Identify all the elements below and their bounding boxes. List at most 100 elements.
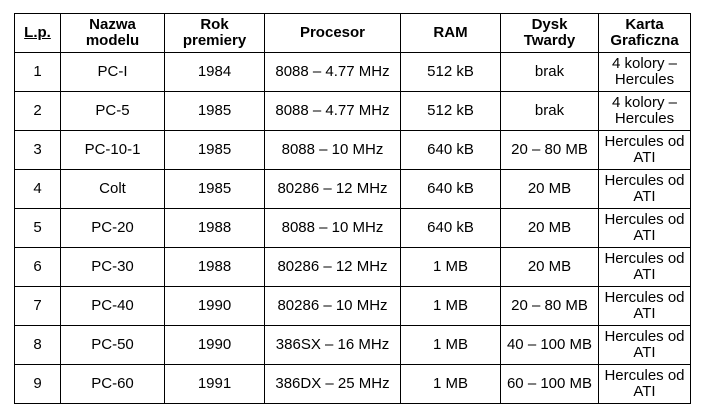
cell-gpu: Hercules od ATI: [598, 130, 691, 170]
cell-lp: 9: [14, 364, 61, 404]
spec-table-container: L.p. Nazwa modelu Rok premiery Procesor …: [14, 13, 691, 404]
cell-model: PC-20: [60, 208, 165, 248]
cell-lp: 8: [14, 325, 61, 365]
table-row: 1 PC-I 1984 8088 – 4.77 MHz 512 kB brak 4 kolo…: [14, 52, 691, 92]
cell-model: PC-5: [60, 91, 165, 131]
cell-cpu: 386DX – 25 MHz: [264, 364, 401, 404]
cell-year: 1988: [164, 247, 265, 287]
header-row: L.p. Nazwa modelu Rok premiery Procesor …: [14, 13, 691, 53]
cell-gpu-line: Hercules: [614, 71, 675, 88]
cell-ram: 1 MB: [400, 286, 501, 326]
cell-model: PC-60: [60, 364, 165, 404]
cell-model: PC-30: [60, 247, 165, 287]
cell-hdd: 20 – 80 MB: [500, 286, 599, 326]
cell-hdd: brak: [500, 52, 599, 92]
cell-hdd: 20 MB: [500, 208, 599, 248]
cell-year: 1991: [164, 364, 265, 404]
cell-gpu-line: ATI: [633, 383, 656, 400]
header-ram-label: RAM: [433, 24, 468, 41]
cell-year: 1985: [164, 91, 265, 131]
cell-ram: 640 kB: [400, 208, 501, 248]
cell-ram: 640 kB: [400, 130, 501, 170]
cell-gpu-line: Hercules od: [604, 367, 685, 384]
header-year: Rok premiery: [164, 13, 265, 53]
header-gpu-line-2: Graficzna: [610, 32, 679, 49]
cell-gpu-line: ATI: [633, 305, 656, 322]
cell-gpu-line: Hercules od: [604, 289, 685, 306]
header-hdd: Dysk Twardy: [500, 13, 599, 53]
cell-model: PC-50: [60, 325, 165, 365]
cell-hdd: 20 MB: [500, 247, 599, 287]
cell-lp: 4: [14, 169, 61, 209]
cell-hdd: brak: [500, 91, 599, 131]
header-gpu-line-1: Karta: [625, 16, 664, 33]
cell-gpu-line: Hercules od: [604, 328, 685, 345]
cell-lp: 5: [14, 208, 61, 248]
cell-ram: 640 kB: [400, 169, 501, 209]
cell-gpu-line: Hercules od: [604, 250, 685, 267]
cell-cpu: 386SX – 16 MHz: [264, 325, 401, 365]
cell-year: 1990: [164, 325, 265, 365]
cell-lp: 7: [14, 286, 61, 326]
cell-year: 1990: [164, 286, 265, 326]
cell-model: PC-10-1: [60, 130, 165, 170]
cell-cpu: 8088 – 4.77 MHz: [264, 91, 401, 131]
header-model: Nazwa modelu: [60, 13, 165, 53]
cell-lp: 1: [14, 52, 61, 92]
cell-ram: 512 kB: [400, 52, 501, 92]
cell-gpu: 4 kolory – Hercules: [598, 91, 691, 131]
table-body: 1 PC-I 1984 8088 – 4.77 MHz 512 kB brak 4 kolo…: [14, 52, 691, 404]
cell-gpu: Hercules od ATI: [598, 325, 691, 365]
cell-lp: 2: [14, 91, 61, 131]
table-header: L.p. Nazwa modelu Rok premiery Procesor …: [14, 13, 691, 53]
cell-ram: 1 MB: [400, 325, 501, 365]
cell-year: 1984: [164, 52, 265, 92]
cell-year: 1985: [164, 130, 265, 170]
cell-cpu: 80286 – 12 MHz: [264, 247, 401, 287]
cell-cpu: 80286 – 10 MHz: [264, 286, 401, 326]
header-lp: L.p.: [14, 13, 61, 53]
cell-gpu-line: ATI: [633, 344, 656, 361]
cell-hdd: 20 – 80 MB: [500, 130, 599, 170]
cell-cpu: 8088 – 4.77 MHz: [264, 52, 401, 92]
table-row: 3 PC-10-1 1985 8088 – 10 MHz 640 kB 20 – 80 M…: [14, 130, 691, 170]
cell-gpu-line: Hercules od: [604, 172, 685, 189]
cell-year: 1985: [164, 169, 265, 209]
cell-gpu-line: ATI: [633, 188, 656, 205]
cell-cpu: 8088 – 10 MHz: [264, 208, 401, 248]
cell-cpu: 80286 – 12 MHz: [264, 169, 401, 209]
cell-gpu-line: ATI: [633, 149, 656, 166]
cell-lp: 6: [14, 247, 61, 287]
cell-gpu-line: Hercules: [614, 110, 675, 127]
header-ram: RAM: [400, 13, 501, 53]
table-row: 2 PC-5 1985 8088 – 4.77 MHz 512 kB brak 4 kolo…: [14, 91, 691, 131]
cell-model: PC-40: [60, 286, 165, 326]
cell-gpu: Hercules od ATI: [598, 286, 691, 326]
header-lp-label: L.p.: [24, 24, 51, 41]
cell-ram: 1 MB: [400, 247, 501, 287]
table-row: 4 Colt 1985 80286 – 12 MHz 640 kB 20 MB Hercul…: [14, 169, 691, 209]
header-gpu: Karta Graficzna: [598, 13, 691, 53]
table-row: 6 PC-30 1988 80286 – 12 MHz 1 MB 20 MB Hercule…: [14, 247, 691, 287]
header-cpu: Procesor: [264, 13, 401, 53]
cell-model: PC-I: [60, 52, 165, 92]
header-hdd-line-2: Twardy: [523, 32, 576, 49]
cell-hdd: 60 – 100 MB: [500, 364, 599, 404]
header-year-line-1: Rok: [200, 16, 229, 33]
header-model-line-2: modelu: [85, 32, 140, 49]
table-row: 8 PC-50 1990 386SX – 16 MHz 1 MB 40 – 100 MB H…: [14, 325, 691, 365]
cell-gpu-line: Hercules od: [604, 211, 685, 228]
header-cpu-label: Procesor: [299, 24, 366, 41]
header-year-line-2: premiery: [182, 32, 247, 49]
table-row: 9 PC-60 1991 386DX – 25 MHz 1 MB 60 – 100 MB H…: [14, 364, 691, 404]
cell-lp: 3: [14, 130, 61, 170]
cell-year: 1988: [164, 208, 265, 248]
header-hdd-line-1: Dysk: [531, 16, 568, 33]
cell-gpu-line: ATI: [633, 227, 656, 244]
cell-gpu: Hercules od ATI: [598, 208, 691, 248]
cell-gpu-line: Hercules od: [604, 133, 685, 150]
cell-model: Colt: [60, 169, 165, 209]
cell-cpu: 8088 – 10 MHz: [264, 130, 401, 170]
cell-gpu-line: 4 kolory –: [611, 94, 678, 111]
cell-gpu: 4 kolory – Hercules: [598, 52, 691, 92]
